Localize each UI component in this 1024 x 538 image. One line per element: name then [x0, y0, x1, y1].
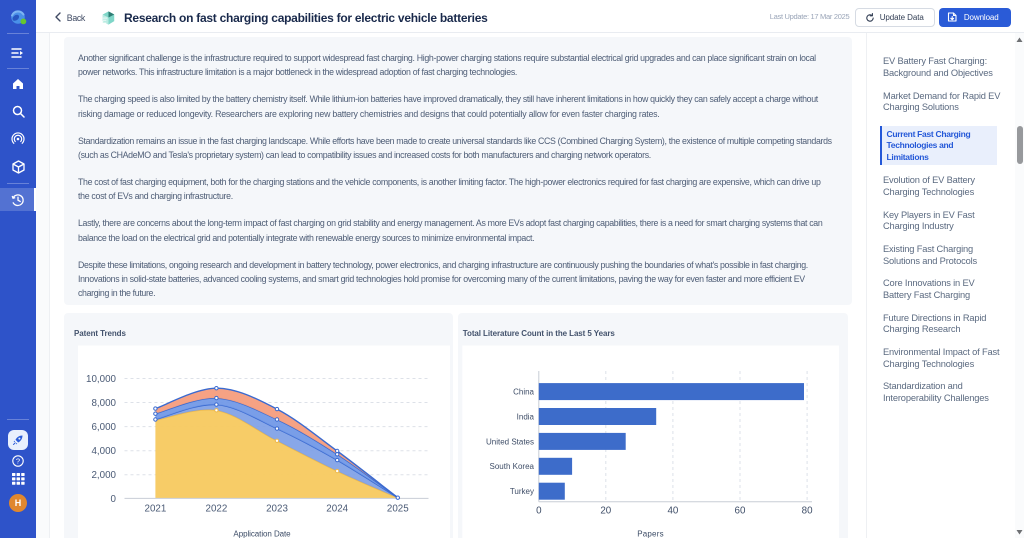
svg-text:?: ?	[16, 456, 20, 465]
svg-text:20: 20	[600, 506, 611, 517]
svg-text:60: 60	[735, 506, 746, 517]
svg-text:2025: 2025	[387, 504, 409, 515]
svg-text:Application Date: Application Date	[233, 530, 291, 538]
svg-text:10,000: 10,000	[86, 374, 117, 385]
svg-text:United States: United States	[486, 437, 534, 446]
svg-text:India: India	[517, 412, 535, 421]
svg-text:Papers: Papers	[637, 530, 664, 538]
svg-text:2022: 2022	[206, 504, 228, 515]
svg-text:South Korea: South Korea	[490, 462, 535, 471]
svg-text:80: 80	[802, 506, 813, 517]
svg-text:2,000: 2,000	[91, 470, 116, 481]
svg-text:2021: 2021	[145, 504, 167, 515]
svg-text:0: 0	[111, 494, 117, 505]
svg-text:0: 0	[536, 506, 542, 517]
svg-text:Turkey: Turkey	[510, 487, 534, 496]
svg-text:4,000: 4,000	[91, 446, 116, 457]
svg-text:6,000: 6,000	[91, 422, 116, 433]
svg-text:8,000: 8,000	[91, 398, 116, 409]
svg-text:2023: 2023	[266, 504, 288, 515]
svg-text:40: 40	[667, 506, 678, 517]
svg-text:2024: 2024	[326, 504, 348, 515]
svg-text:China: China	[513, 388, 534, 397]
